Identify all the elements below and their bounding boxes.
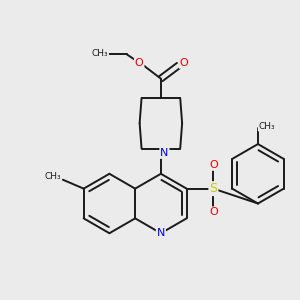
- Text: O: O: [209, 207, 218, 218]
- Text: CH₃: CH₃: [44, 172, 61, 181]
- Text: CH₃: CH₃: [92, 49, 108, 58]
- Text: O: O: [209, 160, 218, 170]
- Text: CH₃: CH₃: [259, 122, 275, 131]
- Text: N: N: [157, 228, 165, 238]
- Text: N: N: [160, 148, 169, 158]
- Text: S: S: [209, 182, 217, 195]
- Text: O: O: [135, 58, 144, 68]
- Text: O: O: [180, 58, 188, 68]
